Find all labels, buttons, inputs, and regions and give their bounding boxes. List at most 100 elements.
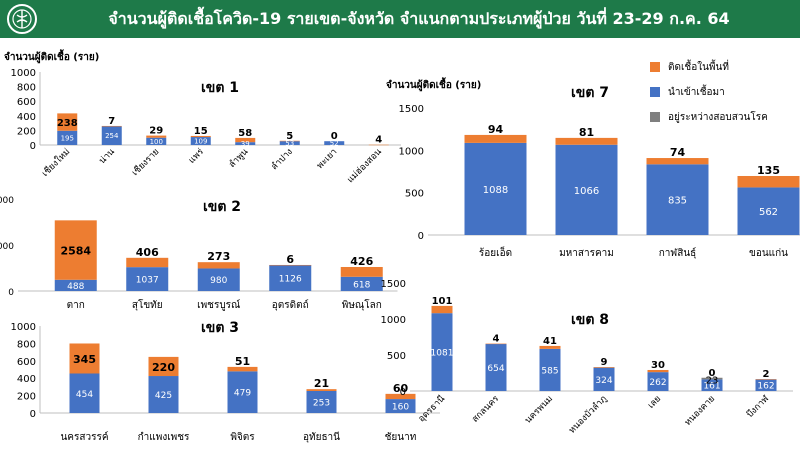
- chart1-label-imported-6: 52: [330, 140, 339, 148]
- chart1-label-imported-5: 53: [285, 140, 294, 148]
- legend-item-local: ติดเชื้อในพื้นที่: [650, 60, 800, 74]
- chart2-label-imported-4: 618: [353, 280, 370, 290]
- legend-swatch-imported: [650, 87, 660, 97]
- chart2-bar-imported-4: [340, 276, 383, 291]
- chart1-category-label-6: พะเยา: [315, 147, 339, 171]
- chart5-bar-local-2: [539, 345, 561, 349]
- chart5-bar-local-6: [755, 379, 777, 380]
- chart3-ytick-3: 600: [17, 357, 36, 368]
- chart2-bar-local-0: [54, 220, 97, 280]
- chart5-label-local-2: 41: [543, 336, 557, 347]
- chart5-bar-local-3: [593, 367, 615, 368]
- chart3-label-imported-2: 479: [234, 389, 251, 399]
- chart1-bar-imported-2: [146, 137, 167, 145]
- chart4-category-label-2: กาฬสินธุ์: [659, 247, 697, 259]
- chart1-label-local-2: 29: [149, 126, 163, 137]
- chart5-bar-local-1: [485, 343, 507, 345]
- chart5-label-imported-1: 654: [487, 364, 504, 374]
- chart4-bar-local-2: [646, 158, 709, 165]
- chart1-label-imported-4: 39: [241, 140, 250, 148]
- chart3-label-imported-3: 253: [313, 398, 330, 408]
- chart5-ytick-1: 500: [387, 351, 406, 362]
- chart5-ytick-3: 1500: [381, 279, 406, 290]
- chart4-label-imported-3: 562: [759, 207, 778, 218]
- chart3-label-imported-4: 160: [392, 403, 409, 413]
- chart3-label-local-3: 21: [314, 377, 329, 390]
- chart4-ytick-3: 1500: [399, 104, 424, 115]
- chart4-category-label-3: ขอนแก่น: [749, 248, 788, 259]
- legend-label-local: ติดเชื้อในพื้นที่: [668, 61, 729, 73]
- chart5-title: เขต 8: [571, 312, 609, 328]
- chart4-bar-local-3: [737, 175, 800, 188]
- legend-item-imported: นำเข้าเชื้อมา: [650, 85, 800, 99]
- chart3-label-local-4: 60: [393, 382, 409, 395]
- chart1-ytick-4: 800: [17, 83, 36, 94]
- chart3-bar-local-3: [306, 389, 337, 391]
- chart3-ytick-0: 0: [30, 409, 36, 420]
- chart3-bar-imported-1: [148, 376, 179, 413]
- chart4-label-local-2: 74: [670, 146, 686, 159]
- chart1-ytick-2: 400: [17, 112, 36, 123]
- chart1-title: เขต 1: [201, 80, 239, 96]
- chart3-ytick-5: 1000: [11, 322, 36, 333]
- chart1-label-imported-1: 254: [105, 132, 119, 140]
- chart1-ytick-0: 0: [30, 141, 36, 152]
- chart3-label-imported-0: 454: [76, 390, 93, 400]
- chart5-label-imported-3: 324: [595, 376, 612, 386]
- chart4-label-imported-2: 835: [668, 196, 687, 207]
- chart4-label-imported-0: 1088: [483, 185, 508, 196]
- chart1-bar-local-2: [146, 135, 167, 138]
- chart5-bar-imported-0: [431, 313, 453, 391]
- chart3-ytick-4: 800: [17, 339, 36, 350]
- chart3-category-label-2: พิจิตร: [230, 432, 255, 443]
- chart2-label-local-4: 426: [350, 255, 373, 268]
- chart4-bar-local-0: [464, 134, 527, 143]
- chart5-label-local-6: 2: [763, 369, 770, 380]
- chart5-bar-imported-4: [647, 372, 669, 391]
- chart1-bar-imported-4: [235, 142, 256, 145]
- chart3-label-local-0: 345: [73, 353, 96, 366]
- chart2-label-local-3: 6: [286, 253, 294, 266]
- chart1-bar-local-5: [279, 140, 300, 142]
- chart2-bar-imported-2: [197, 268, 240, 291]
- chart2-title: เขต 2: [203, 199, 241, 215]
- legend-swatch-local: [650, 62, 660, 72]
- chart5-label-imported-4: 262: [649, 378, 666, 388]
- chart1-bar-imported-3: [190, 137, 211, 145]
- chart2-category-label-3: อุตรดิตถ์: [272, 299, 309, 311]
- chart3-bar-imported-3: [306, 390, 337, 413]
- chart5-label-local-4: 30: [651, 360, 665, 371]
- chart1-bar-local-0: [57, 113, 78, 131]
- chart1-label-local-6: 0: [331, 131, 338, 142]
- legend: ติดเชื้อในพื้นที่ นำเข้าเชื้อมา อยู่ระหว…: [650, 60, 800, 135]
- chart3-category-label-4: ชัยนาท: [385, 432, 417, 443]
- y-axis-label-right: จำนวนผู้ติดเชื้อ (ราย): [386, 80, 482, 91]
- chart1-label-local-4: 58: [238, 128, 252, 139]
- chart3-bar-local-4: [385, 393, 416, 400]
- chart2-label-imported-1: 1037: [136, 276, 159, 286]
- chart2-category-label-0: ตาก: [67, 300, 85, 311]
- legend-swatch-investigating: [650, 112, 660, 122]
- chart3-bar-imported-2: [227, 371, 258, 413]
- chart5-bar-local-0: [431, 305, 453, 314]
- chart5-bar-local-4: [647, 369, 669, 373]
- chart1-label-local-5: 5: [286, 131, 293, 142]
- chart1-label-imported-3: 109: [194, 138, 207, 146]
- chart5-ytick-2: 1000: [381, 315, 406, 326]
- chart4-bar-local-1: [555, 137, 618, 145]
- chart1-bar-imported-1: [101, 126, 122, 145]
- chart5-category-label-0: อุดรธานี: [416, 393, 447, 424]
- chart1-label-local-0: 238: [57, 118, 78, 129]
- legend-item-investigating: อยู่ระหว่างสอบสวนโรค: [650, 110, 800, 124]
- chart1-bar-imported-0: [57, 130, 78, 145]
- chart4-label-local-1: 81: [579, 126, 594, 139]
- legend-label-imported: นำเข้าเชื้อมา: [668, 86, 725, 98]
- chart3-bar-local-2: [227, 366, 258, 372]
- chart2-label-local-0: 2584: [60, 245, 91, 258]
- chart1-label-imported-0: 195: [61, 134, 74, 142]
- chart5-bar-investigating-5: [701, 377, 723, 380]
- chart1-category-label-3: แพร่: [187, 147, 206, 166]
- chart4-label-local-3: 135: [757, 164, 780, 177]
- chart3-title: เขต 3: [201, 320, 239, 336]
